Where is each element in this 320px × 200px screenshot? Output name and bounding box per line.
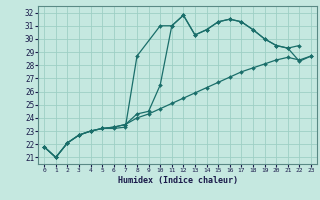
X-axis label: Humidex (Indice chaleur): Humidex (Indice chaleur) (118, 176, 238, 185)
